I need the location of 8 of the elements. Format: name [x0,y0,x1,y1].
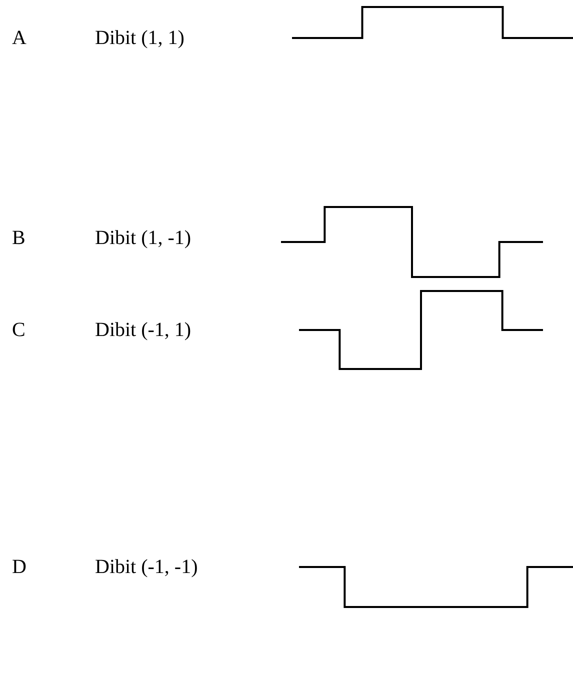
text: C [12,318,26,342]
text: B [12,226,26,250]
text: A [12,26,26,50]
text: Dibit (1, -1) [95,226,192,250]
chart-title: Dibit (-1, -1) [95,555,198,579]
text: D [12,555,26,579]
text: Dibit (-1, 1) [95,318,192,342]
text: Dibit (1, 1) [95,26,184,50]
